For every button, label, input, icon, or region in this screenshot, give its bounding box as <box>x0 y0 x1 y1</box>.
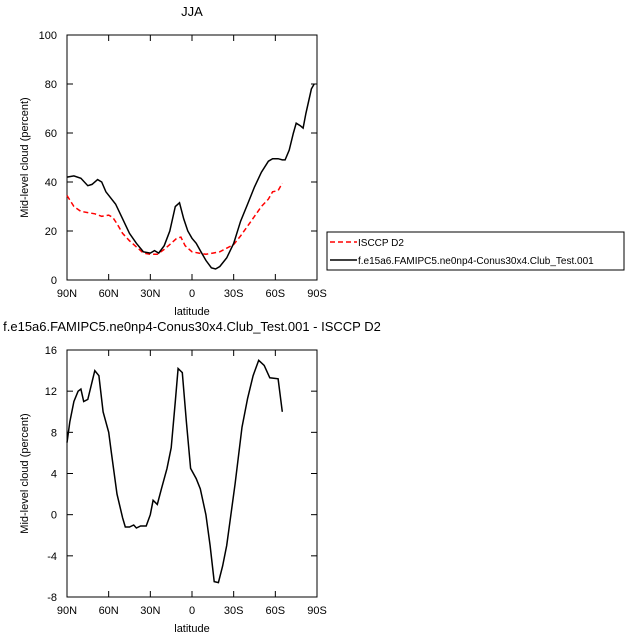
y-tick-label: 4 <box>51 469 57 481</box>
legend-box <box>326 231 625 271</box>
series-line <box>66 182 283 256</box>
x-tick-label: 60S <box>266 288 286 300</box>
y-tick-label: 0 <box>51 510 57 522</box>
x-tick-label: 30N <box>140 605 160 617</box>
chart-title: f.e15a6.FAMIPC5.ne0np4-Conus30x4.Club_Te… <box>3 319 381 334</box>
y-tick-label: 8 <box>51 427 57 439</box>
x-tick-label: 90N <box>57 605 77 617</box>
y-tick-label: 60 <box>45 128 57 140</box>
x-tick-label: 60N <box>99 605 119 617</box>
legend-label: f.e15a6.FAMIPC5.ne0np4-Conus30x4.Club_Te… <box>358 256 594 267</box>
x-tick-label: 0 <box>189 605 195 617</box>
x-tick-label: 90S <box>307 605 327 617</box>
series-line <box>66 83 315 270</box>
y-tick-label: 0 <box>51 275 57 287</box>
y-tick-label: 100 <box>39 30 57 42</box>
x-tick-label: 90S <box>307 288 327 300</box>
x-tick-label: 60S <box>266 605 286 617</box>
x-tick-label: 90N <box>57 288 77 300</box>
y-tick-label: 16 <box>45 345 57 357</box>
x-tick-label: 30S <box>224 288 244 300</box>
plot-frame <box>66 349 318 598</box>
y-tick-label: 20 <box>45 226 57 238</box>
y-tick-label: 80 <box>45 79 57 91</box>
plot-frame <box>66 34 318 281</box>
y-tick-label: 40 <box>45 177 57 189</box>
x-axis-label: latitude <box>174 306 209 318</box>
x-tick-label: 60N <box>99 288 119 300</box>
legend-label: ISCCP D2 <box>358 238 404 249</box>
x-tick-label: 30N <box>140 288 160 300</box>
chart-title: JJA <box>181 4 203 19</box>
y-tick-label: -4 <box>47 551 57 563</box>
x-axis-label: latitude <box>174 623 209 635</box>
y-tick-label: -8 <box>47 592 57 604</box>
y-axis-label: Mid-level cloud (percent) <box>19 413 31 533</box>
series-line <box>66 358 284 584</box>
y-axis-label: Mid-level cloud (percent) <box>19 97 31 217</box>
y-tick-label: 12 <box>45 386 57 398</box>
x-tick-label: 0 <box>189 288 195 300</box>
x-tick-label: 30S <box>224 605 244 617</box>
